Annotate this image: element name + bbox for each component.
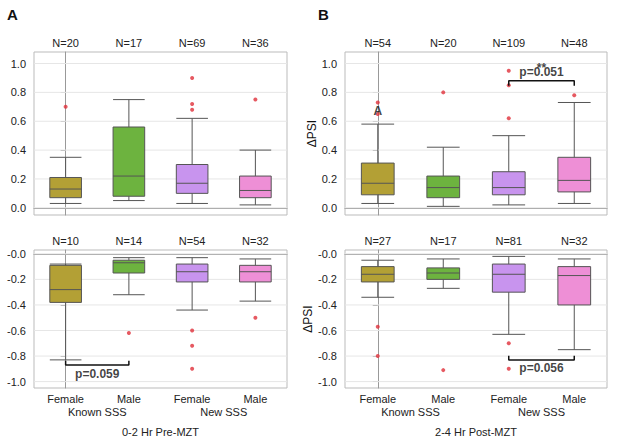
svg-text:A: A: [373, 104, 382, 118]
svg-text:Female: Female: [47, 393, 84, 405]
svg-text:Male: Male: [431, 393, 455, 405]
svg-text:N=109: N=109: [492, 37, 525, 49]
svg-text:N=17: N=17: [430, 235, 457, 247]
svg-text:N=27: N=27: [364, 235, 391, 247]
svg-text:-1.0: -1.0: [7, 376, 26, 388]
svg-text:ΔPSI: ΔPSI: [305, 120, 319, 147]
svg-text:0-2 Hr Pre-MZT: 0-2 Hr Pre-MZT: [122, 426, 199, 438]
svg-text:ΔPSI: ΔPSI: [301, 305, 315, 332]
svg-text:N=32: N=32: [242, 235, 269, 247]
svg-text:N=20: N=20: [52, 37, 79, 49]
svg-text:p=0.059: p=0.059: [75, 367, 120, 381]
svg-text:N=10: N=10: [52, 235, 79, 247]
svg-text:N=69: N=69: [179, 37, 206, 49]
svg-text:0.6: 0.6: [11, 115, 26, 127]
svg-text:0.6: 0.6: [322, 115, 337, 127]
svg-text:p=0.051: p=0.051: [519, 65, 564, 80]
svg-text:0.4: 0.4: [11, 144, 26, 156]
svg-text:-0.6: -0.6: [7, 325, 26, 337]
svg-text:A: A: [7, 6, 18, 23]
svg-text:0.4: 0.4: [322, 144, 337, 156]
svg-text:New SSS: New SSS: [518, 406, 565, 418]
svg-text:Male: Male: [117, 393, 141, 405]
svg-text:N=48: N=48: [561, 37, 588, 49]
svg-text:-0.2: -0.2: [318, 273, 337, 285]
svg-text:-0.4: -0.4: [318, 299, 337, 311]
svg-text:N=17: N=17: [116, 37, 143, 49]
svg-text:N=32: N=32: [561, 235, 588, 247]
svg-text:**: **: [537, 61, 547, 75]
svg-text:-1.0: -1.0: [318, 376, 337, 388]
svg-text:N=14: N=14: [116, 235, 143, 247]
svg-text:-0.4: -0.4: [7, 299, 26, 311]
svg-text:New SSS: New SSS: [200, 406, 247, 418]
svg-text:0.2: 0.2: [11, 173, 26, 185]
svg-text:Female: Female: [359, 393, 396, 405]
svg-text:Female: Female: [174, 393, 211, 405]
svg-text:-0.2: -0.2: [7, 273, 26, 285]
svg-text:2-4 Hr Post-MZT: 2-4 Hr Post-MZT: [435, 426, 517, 438]
svg-text:0.8: 0.8: [322, 86, 337, 98]
svg-text:0.0: 0.0: [11, 202, 26, 214]
svg-text:-0.8: -0.8: [7, 350, 26, 362]
svg-text:Known SSS: Known SSS: [68, 406, 127, 418]
svg-text:0.0: 0.0: [322, 202, 337, 214]
svg-text:N=54: N=54: [179, 235, 206, 247]
svg-text:B: B: [318, 6, 329, 23]
svg-text:0.2: 0.2: [322, 173, 337, 185]
svg-text:1.0: 1.0: [11, 58, 26, 70]
svg-text:-0.0: -0.0: [318, 248, 337, 260]
svg-text:Female: Female: [490, 393, 527, 405]
svg-text:N=81: N=81: [495, 235, 522, 247]
svg-text:Male: Male: [243, 393, 267, 405]
svg-text:0.8: 0.8: [11, 86, 26, 98]
svg-text:N=36: N=36: [242, 37, 269, 49]
svg-text:N=20: N=20: [430, 37, 457, 49]
svg-text:-0.0: -0.0: [7, 248, 26, 260]
svg-text:-0.8: -0.8: [318, 350, 337, 362]
svg-text:p=0.056: p=0.056: [519, 361, 564, 375]
svg-text:Known SSS: Known SSS: [381, 406, 440, 418]
svg-text:-0.6: -0.6: [318, 325, 337, 337]
svg-text:N=54: N=54: [364, 37, 391, 49]
svg-text:1.0: 1.0: [322, 58, 337, 70]
svg-text:Male: Male: [562, 393, 586, 405]
